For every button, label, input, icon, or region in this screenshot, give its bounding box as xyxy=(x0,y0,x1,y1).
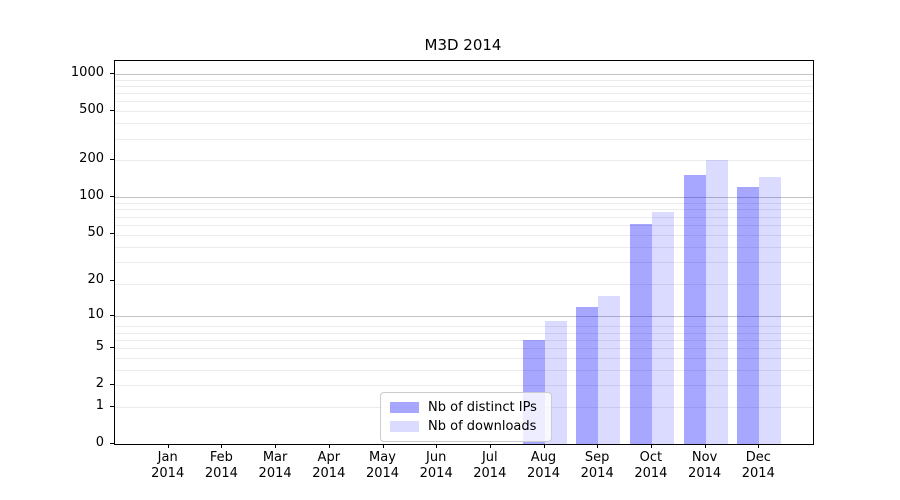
minor-gridline xyxy=(115,234,813,236)
minor-gridline xyxy=(115,123,813,125)
legend: Nb of distinct IPs Nb of downloads xyxy=(380,392,552,442)
x-tick-mark xyxy=(167,444,169,448)
legend-label: Nb of downloads xyxy=(428,419,537,434)
y-tick-mark xyxy=(110,73,114,74)
x-tick-mark xyxy=(221,444,223,448)
minor-gridline xyxy=(115,79,813,81)
y-tick-mark xyxy=(110,384,114,386)
x-tick-label: Aug 2014 xyxy=(526,450,561,481)
bar-ips-sep xyxy=(576,306,599,444)
y-tick-mark xyxy=(110,443,114,444)
minor-gridline xyxy=(115,326,813,328)
y-tick-mark xyxy=(110,110,114,112)
minor-gridline xyxy=(115,339,813,341)
x-tick-label: Feb 2014 xyxy=(204,450,238,481)
y-tick-label: 100 xyxy=(79,187,104,203)
plot-area xyxy=(114,60,814,445)
x-tick-label: Sep 2014 xyxy=(580,450,614,481)
x-tick-mark xyxy=(436,444,438,448)
minor-gridline xyxy=(115,348,813,350)
x-tick-label: Mar 2014 xyxy=(258,450,292,481)
x-tick-label: Jun 2014 xyxy=(419,450,453,481)
legend-item-distinct-ips: Nb of distinct IPs xyxy=(390,398,542,417)
minor-gridline xyxy=(115,261,813,263)
x-tick-mark xyxy=(758,444,760,448)
bar-dls-dec xyxy=(759,177,782,444)
x-tick-mark xyxy=(704,444,706,448)
x-tick-mark xyxy=(597,444,599,448)
y-tick-label: 2 xyxy=(95,376,104,392)
x-tick-label: Jan 2014 xyxy=(151,450,185,481)
chart-title: M3D 2014 xyxy=(424,36,502,54)
x-tick-label: Apr 2014 xyxy=(312,450,346,481)
y-tick-mark xyxy=(110,195,114,197)
legend-item-downloads: Nb of downloads xyxy=(390,417,542,436)
minor-gridline xyxy=(115,101,813,103)
y-tick-label: 50 xyxy=(87,224,104,240)
x-tick-mark xyxy=(328,444,330,448)
y-tick-label: 1000 xyxy=(70,65,104,80)
minor-gridline xyxy=(115,357,813,359)
bar-dls-oct xyxy=(651,212,674,444)
major-gridline xyxy=(115,196,813,198)
minor-gridline xyxy=(115,93,813,95)
minor-gridline xyxy=(115,86,813,87)
y-tick-mark xyxy=(110,280,114,281)
major-gridline xyxy=(115,315,813,317)
bar-dls-nov xyxy=(705,160,728,444)
y-tick-label: 200 xyxy=(79,151,104,166)
minor-gridline xyxy=(115,138,813,140)
minor-gridline xyxy=(115,209,813,211)
y-tick-mark xyxy=(110,314,114,316)
x-tick-mark xyxy=(382,444,384,448)
minor-gridline xyxy=(115,246,813,248)
legend-swatch-downloads-icon xyxy=(390,421,419,432)
x-tick-label: Nov 2014 xyxy=(688,450,722,481)
minor-gridline xyxy=(115,283,813,285)
x-tick-mark xyxy=(650,444,652,448)
minor-gridline xyxy=(115,369,813,371)
minor-gridline xyxy=(115,332,813,334)
y-tick-label: 10 xyxy=(87,306,104,322)
y-tick-mark xyxy=(110,347,114,349)
minor-gridline xyxy=(115,216,813,218)
minor-gridline xyxy=(115,385,813,387)
x-tick-label: Dec 2014 xyxy=(741,450,775,481)
legend-swatch-distinct-ips-icon xyxy=(390,402,419,413)
minor-gridline xyxy=(115,203,813,204)
y-tick-label: 20 xyxy=(87,272,104,287)
major-gridline xyxy=(115,74,813,75)
bar-ips-dec xyxy=(737,187,760,444)
y-tick-label: 1 xyxy=(95,397,104,413)
y-tick-mark xyxy=(110,405,114,407)
bar-dls-sep xyxy=(598,295,621,444)
y-tick-label: 0 xyxy=(95,435,104,450)
y-tick-mark xyxy=(110,232,114,234)
x-tick-label: Jul 2014 xyxy=(473,450,507,481)
bar-ips-oct xyxy=(629,223,652,444)
x-tick-mark xyxy=(489,444,491,448)
x-tick-mark xyxy=(275,444,277,448)
y-tick-label: 5 xyxy=(95,339,104,355)
y-tick-mark xyxy=(110,159,114,160)
legend-label: Nb of distinct IPs xyxy=(428,400,537,415)
x-tick-label: Oct 2014 xyxy=(634,450,668,481)
minor-gridline xyxy=(115,224,813,226)
x-tick-label: May 2014 xyxy=(365,450,400,481)
bar-ips-nov xyxy=(683,175,706,444)
y-tick-label: 500 xyxy=(79,102,104,118)
x-tick-mark xyxy=(543,444,545,448)
minor-gridline xyxy=(115,160,813,162)
minor-gridline xyxy=(115,111,813,113)
